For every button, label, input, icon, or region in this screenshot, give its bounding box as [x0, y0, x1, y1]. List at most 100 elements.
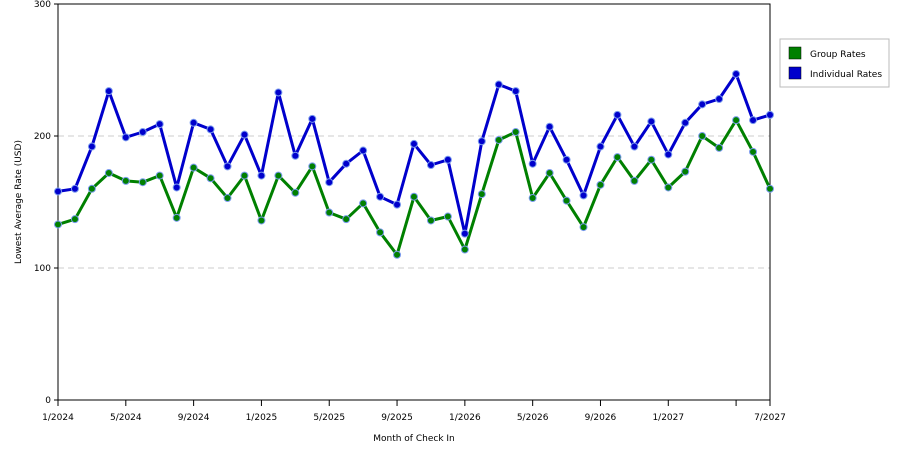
data-point-individual-rates [172, 183, 181, 192]
data-point-individual-rates [308, 114, 317, 123]
x-axis-title: Month of Check In [373, 434, 455, 444]
data-point-individual-rates [426, 161, 435, 170]
data-point-individual-rates [732, 69, 741, 78]
data-point-group-rates [410, 192, 418, 201]
y-axis-ticks: 0 100 200 300 [34, 0, 58, 406]
data-point-individual-rates [596, 142, 605, 151]
data-point-group-rates [681, 167, 690, 176]
data-point-group-rates [121, 176, 130, 185]
data-point-group-rates [613, 153, 622, 162]
data-point-individual-rates [291, 151, 300, 160]
data-point-group-rates [70, 215, 79, 224]
data-point-individual-rates [54, 187, 62, 196]
legend: Group Rates Individual Rates [779, 38, 890, 88]
y-axis-title: Lowest Average Rate (USD) [14, 140, 24, 264]
data-point-individual-rates [477, 137, 486, 146]
data-point-individual-rates [630, 142, 639, 151]
data-point-individual-rates [647, 117, 656, 126]
data-point-group-rates [206, 174, 215, 183]
data-point-group-rates [223, 194, 232, 203]
data-point-group-rates [393, 250, 402, 259]
data-point-group-rates [308, 162, 317, 171]
x-tick-label: 1/2024 [42, 413, 74, 423]
x-axis-ticks: 1/2024 5/2024 9/2024 1/2025 5/2025 9/2025 1/20… [42, 400, 786, 423]
data-point-group-rates [138, 178, 147, 187]
data-point-group-rates [477, 190, 486, 199]
x-tick-label: 9/2024 [178, 413, 210, 423]
data-point-group-rates [698, 132, 707, 140]
data-point-individual-rates [528, 159, 537, 168]
x-tick-label: 1/2026 [449, 413, 481, 423]
data-point-individual-rates [562, 155, 571, 164]
data-point-group-rates [596, 180, 605, 189]
grid-lines [58, 135, 770, 269]
data-point-individual-rates [545, 122, 554, 131]
data-point-individual-rates [359, 146, 368, 155]
data-point-individual-rates [410, 139, 418, 148]
data-point-individual-rates [206, 125, 215, 134]
data-point-group-rates [443, 212, 452, 221]
data-point-individual-rates [664, 150, 673, 159]
data-point-group-rates [766, 184, 774, 193]
data-point-group-rates [155, 171, 164, 180]
data-point-group-rates [87, 184, 96, 193]
y-tick-label: 100 [34, 264, 51, 274]
data-point-individual-rates [257, 171, 266, 180]
data-point-individual-rates [138, 128, 147, 137]
data-point-group-rates [325, 208, 334, 217]
legend-label-group-rates: Group Rates [810, 50, 866, 60]
data-point-individual-rates [70, 184, 79, 193]
legend-swatch-group-rates [788, 46, 802, 60]
data-point-group-rates [54, 220, 62, 229]
data-point-individual-rates [87, 142, 96, 151]
data-point-group-rates [528, 194, 537, 203]
data-point-individual-rates [579, 191, 588, 200]
data-point-group-rates [749, 147, 758, 156]
data-point-group-rates [240, 171, 249, 180]
x-tick-label: 1/2027 [652, 413, 684, 423]
data-point-group-rates [257, 216, 266, 225]
series-points [54, 69, 774, 259]
data-point-individual-rates [240, 130, 249, 139]
data-point-individual-rates [274, 88, 283, 97]
data-point-individual-rates [494, 80, 503, 89]
data-point-group-rates [630, 176, 639, 185]
data-point-individual-rates [715, 95, 724, 104]
data-point-group-rates [376, 228, 385, 237]
data-point-group-rates [715, 143, 724, 152]
x-tick-label: 5/2024 [110, 413, 142, 423]
data-point-individual-rates [749, 116, 758, 125]
legend-label-individual-rates: Individual Rates [810, 70, 882, 80]
data-point-group-rates [426, 216, 435, 225]
data-point-individual-rates [104, 87, 113, 96]
x-tick-label: 5/2026 [517, 413, 549, 423]
data-point-group-rates [342, 215, 351, 224]
data-point-individual-rates [223, 162, 232, 171]
series-points-individual-rates [54, 69, 774, 238]
y-tick-label: 200 [34, 132, 51, 142]
y-tick-label: 0 [45, 396, 51, 406]
x-tick-label: 9/2026 [585, 413, 617, 423]
legend-swatch-individual-rates [788, 66, 802, 80]
x-tick-label: 1/2025 [246, 413, 278, 423]
data-point-group-rates [511, 128, 520, 137]
data-point-individual-rates [613, 110, 622, 119]
data-point-individual-rates [189, 118, 198, 127]
data-point-individual-rates [155, 120, 164, 129]
y-tick-label: 300 [34, 0, 51, 10]
data-point-group-rates [291, 188, 300, 197]
data-point-individual-rates [460, 229, 469, 238]
x-tick-label: 5/2025 [313, 413, 345, 423]
data-point-individual-rates [376, 192, 385, 201]
data-point-individual-rates [681, 118, 690, 127]
data-point-group-rates [664, 183, 673, 192]
series-points-group-rates [54, 116, 774, 259]
data-point-individual-rates [443, 155, 452, 164]
data-point-group-rates [494, 135, 503, 144]
series-lines [57, 72, 772, 257]
x-tick-label: 7/2027 [754, 413, 786, 423]
data-point-group-rates [104, 168, 113, 177]
series-line-individual-rates [57, 72, 771, 236]
data-point-group-rates [359, 199, 368, 208]
